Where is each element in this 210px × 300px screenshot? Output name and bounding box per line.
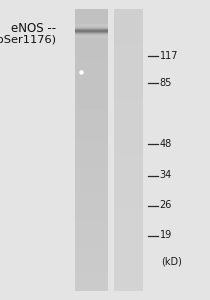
Text: 48: 48 bbox=[160, 139, 172, 149]
Text: eNOS --: eNOS -- bbox=[10, 22, 56, 35]
Text: 34: 34 bbox=[160, 170, 172, 181]
Text: (kD): (kD) bbox=[161, 256, 181, 266]
Text: (pSer1176): (pSer1176) bbox=[0, 34, 56, 45]
Text: 19: 19 bbox=[160, 230, 172, 241]
Text: 85: 85 bbox=[160, 77, 172, 88]
Text: 26: 26 bbox=[160, 200, 172, 211]
Text: 117: 117 bbox=[160, 50, 178, 61]
